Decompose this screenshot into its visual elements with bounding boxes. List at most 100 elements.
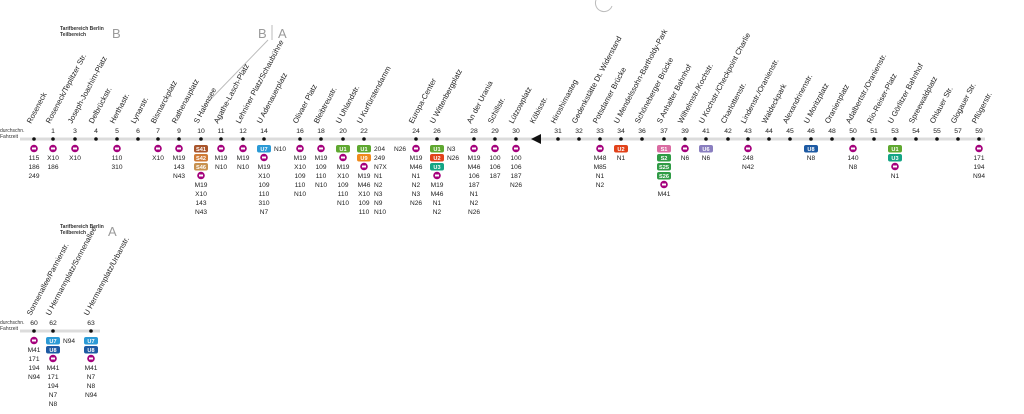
bus-line: M19 xyxy=(173,155,186,162)
stop-dot xyxy=(177,137,181,141)
stop-time: 4 xyxy=(94,128,98,135)
bus-line: N43 xyxy=(173,173,185,180)
stop-dot xyxy=(598,137,602,141)
bus-line: N2 xyxy=(412,182,421,189)
line-badge xyxy=(46,346,60,354)
line-badge xyxy=(657,172,671,180)
stop-dot xyxy=(156,137,160,141)
bus-icon-glyph xyxy=(362,165,366,168)
stop-dot xyxy=(298,137,302,141)
bus-icon-glyph xyxy=(298,147,302,150)
zone-letter: B xyxy=(112,26,121,41)
bus-line: M19 xyxy=(358,173,371,180)
badge-label: U8 xyxy=(49,348,56,354)
bus-line: X10 xyxy=(337,173,349,180)
badge-label: S46 xyxy=(196,165,206,171)
bus-line: N7 xyxy=(260,209,269,216)
bus-icon-glyph xyxy=(319,147,323,150)
stop-dot xyxy=(341,137,345,141)
bus-line: 310 xyxy=(111,164,122,171)
stop-time: 26 xyxy=(433,128,441,135)
bus-line: 187 xyxy=(510,173,521,180)
zone-sub: Teilbereich xyxy=(60,32,86,38)
bus-icon-glyph xyxy=(32,147,36,150)
stop-dot xyxy=(514,137,518,141)
badge-label: U1 xyxy=(891,147,898,153)
badge-label: U6 xyxy=(702,147,709,153)
side-line: N2 xyxy=(374,182,383,189)
stop-time: 41 xyxy=(702,128,710,135)
bus-line: M46 xyxy=(431,191,444,198)
stop-time: 59 xyxy=(975,128,983,135)
stop-time: 63 xyxy=(87,320,95,327)
bus-icon-glyph xyxy=(493,147,497,150)
bus-icon-glyph xyxy=(341,156,345,159)
bus-line: 186 xyxy=(28,164,39,171)
badge-label: U7 xyxy=(260,147,267,153)
bus-line: X10 xyxy=(47,155,59,162)
stop-name: Köbisstr. xyxy=(528,95,550,125)
line-badge xyxy=(657,145,671,153)
line-badge xyxy=(430,163,444,171)
stop-time: 18 xyxy=(317,128,325,135)
bus-line: 115 xyxy=(29,155,40,162)
line-badge xyxy=(336,145,350,153)
stop-time: 53 xyxy=(891,128,899,135)
badge-label: U1 xyxy=(360,147,367,153)
line-badge xyxy=(888,145,902,153)
bus-line: 100 xyxy=(489,155,500,162)
stop-dot xyxy=(935,137,939,141)
zone-border-right: A xyxy=(278,26,287,41)
bus-line: N1 xyxy=(617,155,626,162)
line-badge xyxy=(46,337,60,345)
badge-label: U9 xyxy=(360,156,367,162)
badge-label: U2 xyxy=(617,147,624,153)
bus-line: N42 xyxy=(742,164,754,171)
badge-label: U7 xyxy=(87,339,94,345)
line-badge xyxy=(84,346,98,354)
stop-time: 32 xyxy=(575,128,583,135)
stop-dot xyxy=(51,137,55,141)
line-badge xyxy=(699,145,713,153)
line-badge xyxy=(194,145,208,153)
line-badge xyxy=(194,163,208,171)
bus-icon-glyph xyxy=(472,147,476,150)
bus-line: M41 xyxy=(85,365,98,372)
bus-line: X10 xyxy=(294,164,306,171)
stop-time: 37 xyxy=(660,128,668,135)
bus-line: 106 xyxy=(489,164,500,171)
bus-line: M46 xyxy=(468,164,481,171)
bus-line: M19 xyxy=(337,164,350,171)
bus-line: M41 xyxy=(28,347,41,354)
bus-line: N6 xyxy=(681,155,690,162)
side-line: N7X xyxy=(374,164,387,171)
stop-time: 1 xyxy=(51,128,55,135)
stop-time: 9 xyxy=(177,128,181,135)
line-badge xyxy=(430,145,444,153)
bus-icon-glyph xyxy=(241,147,245,150)
stop-dot xyxy=(414,137,418,141)
stop-name: U Hermannplatz/Urbanstr. xyxy=(82,235,131,317)
stop-time: 14 xyxy=(260,128,268,135)
bus-icon-glyph xyxy=(156,147,160,150)
direction-arrow xyxy=(531,134,541,144)
side-line: N10 xyxy=(274,146,286,153)
stop-time: 29 xyxy=(491,128,499,135)
badge-label: U3 xyxy=(433,165,440,171)
bus-line: N10 xyxy=(237,164,249,171)
decoration xyxy=(594,0,613,13)
stop-dot xyxy=(362,137,366,141)
bus-line: M19 xyxy=(294,155,307,162)
stop-time: 43 xyxy=(744,128,752,135)
bus-line: M19 xyxy=(468,155,481,162)
bus-line: 110 xyxy=(112,155,123,162)
stop-time: 28 xyxy=(470,128,478,135)
line-badge xyxy=(430,154,444,162)
stop-dot xyxy=(89,329,93,333)
bus-line: M19 xyxy=(237,155,250,162)
bus-line: M19 xyxy=(431,182,444,189)
side-line: N26 xyxy=(394,146,406,153)
stop-name: Herthastr. xyxy=(108,92,131,125)
bus-line: N7 xyxy=(49,392,58,399)
side-line: N3 xyxy=(374,191,383,198)
